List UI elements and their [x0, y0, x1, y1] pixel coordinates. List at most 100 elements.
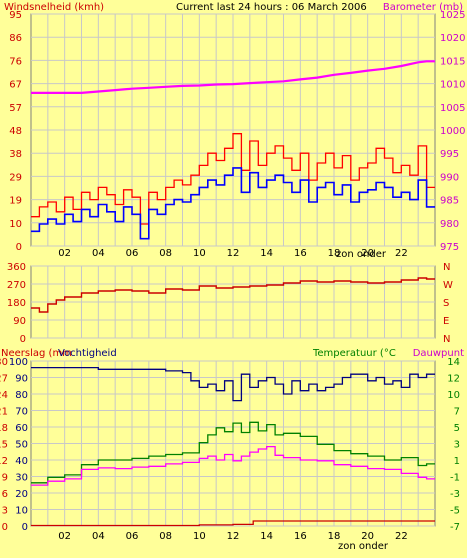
time-tick-label: 08: [159, 248, 172, 259]
barometer-tick-label: 1000: [440, 126, 465, 137]
rain-tick-label: 0: [2, 522, 8, 533]
rain-tick-label: 24: [0, 390, 8, 401]
time-tick-label: 02: [58, 531, 71, 542]
compass-label: E: [443, 316, 449, 327]
rain-tick-label: 21: [0, 407, 8, 418]
rain-tick-label: 3: [2, 506, 8, 517]
compass-label: N: [443, 262, 450, 273]
dewpoint-line: [31, 445, 435, 486]
wind-speed-tick-label: 0: [16, 242, 22, 253]
time-tick-label: 14: [260, 248, 273, 259]
barometer-tick-label: 1025: [440, 10, 465, 21]
rain-tick-label: 12: [0, 456, 8, 467]
barometer-tick-label: 985: [440, 196, 459, 207]
temperature-tick-label: -1: [450, 473, 460, 484]
temperature-tick-label: 10: [447, 390, 460, 401]
time-tick-label: 10: [193, 531, 206, 542]
time-tick-label: 12: [227, 531, 240, 542]
barometer-line: [31, 60, 435, 95]
wind-gust-line: [31, 133, 435, 225]
wind-speed-ticks: 95 86 76 67 57 48 38 29 19 10 0: [9, 10, 22, 253]
wind-speed-tick-label: 86: [9, 33, 22, 44]
humidity-tick-label: 70: [15, 407, 28, 418]
time-tick-label: 04: [92, 531, 105, 542]
temperature-tick-label: 14: [447, 357, 460, 368]
temperature-tick-label: 7: [454, 407, 460, 418]
barometer-tick-label: 1005: [440, 103, 465, 114]
rain-tick-label: 6: [2, 489, 8, 500]
humidity-tick-label: 60: [15, 423, 28, 434]
panel-rain-humidity-temperature: 302724211815129630 100908070605040302010…: [0, 348, 464, 552]
humidity-tick-label: 20: [15, 489, 28, 500]
compass-label: S: [443, 298, 449, 309]
time-tick-label: 10: [193, 248, 206, 259]
barometer-tick-label: 995: [440, 149, 459, 160]
wind-direction-line: [31, 277, 435, 313]
rain-line: [31, 520, 435, 527]
compass-label: W: [443, 280, 453, 291]
humidity-axis-label: Vochtigheid: [58, 348, 117, 359]
temperature-ticks: 14 12 10 7 5 3 1 -1 -3 -5 -7: [447, 357, 460, 533]
humidity-tick-label: 90: [15, 374, 28, 385]
temperature-tick-label: 3: [454, 440, 460, 451]
rain-tick-label: 9: [2, 473, 8, 484]
dewpoint-axis-label: Dauwpunt: [413, 348, 464, 359]
temperature-tick-label: 5: [454, 423, 460, 434]
series-lines: [31, 60, 435, 240]
time-tick-label: 22: [395, 531, 408, 542]
time-tick-label: 20: [361, 248, 374, 259]
sunset-annotation: zon onder: [338, 541, 389, 552]
direction-tick-label: 360: [7, 262, 26, 273]
humidity-tick-label: 100: [9, 357, 28, 368]
time-tick-label: 16: [294, 531, 307, 542]
temperature-tick-label: -5: [450, 506, 460, 517]
time-tick-label: 20: [361, 531, 374, 542]
temperature-tick-label: -3: [450, 489, 460, 500]
wind-speed-tick-label: 29: [9, 172, 22, 183]
rain-tick-label: 18: [0, 423, 8, 434]
time-ticks: 02 04 06 08 10 12 14 16 18 20 22: [58, 531, 407, 542]
wind-speed-tick-label: 57: [9, 103, 22, 114]
temperature-tick-label: 1: [454, 456, 460, 467]
wind-speed-tick-label: 19: [9, 196, 22, 207]
direction-tick-label: 0: [20, 334, 26, 345]
rain-axis-label: Neerslag (mm: [1, 348, 72, 359]
barometer-tick-label: 980: [440, 219, 459, 230]
humidity-tick-label: 50: [15, 440, 28, 451]
direction-ticks: 360 270 180 90 0: [7, 262, 26, 345]
time-tick-label: 06: [126, 248, 139, 259]
gridlines: [31, 265, 435, 339]
wind-speed-tick-label: 67: [9, 80, 22, 91]
compass-label: N: [443, 334, 450, 345]
barometer-ticks: 1025 1020 1015 1010 1005 1000 995 990 985 980 975: [440, 10, 465, 253]
humidity-tick-label: 40: [15, 456, 28, 467]
series-lines: [31, 366, 435, 527]
time-tick-label: 18: [328, 248, 341, 259]
wind-speed-axis-label: Windsnelheid (kmh): [4, 2, 104, 13]
wind-speed-tick-label: 38: [9, 149, 22, 160]
time-tick-label: 16: [294, 248, 307, 259]
humidity-tick-label: 30: [15, 473, 28, 484]
sunset-annotation: zon onder: [336, 249, 387, 260]
temperature-line: [31, 421, 435, 484]
wind-speed-tick-label: 76: [9, 56, 22, 67]
humidity-line: [31, 366, 435, 402]
rain-ticks: 302724211815129630: [0, 357, 8, 533]
humidity-tick-label: 80: [15, 390, 28, 401]
barometer-axis-label: Barometer (mb): [383, 2, 463, 13]
time-tick-label: 04: [92, 248, 105, 259]
rain-tick-label: 27: [0, 374, 8, 385]
temperature-tick-label: 12: [447, 374, 460, 385]
humidity-tick-label: 0: [22, 522, 28, 533]
time-tick-label: 08: [159, 531, 172, 542]
time-tick-label: 02: [58, 248, 71, 259]
time-tick-label: 12: [227, 248, 240, 259]
time-tick-label: 18: [328, 531, 341, 542]
barometer-tick-label: 1010: [440, 80, 465, 91]
temperature-axis-label: Temperatuur (°C: [312, 348, 396, 359]
series-lines: [31, 277, 435, 313]
wind-average-line: [31, 167, 435, 240]
